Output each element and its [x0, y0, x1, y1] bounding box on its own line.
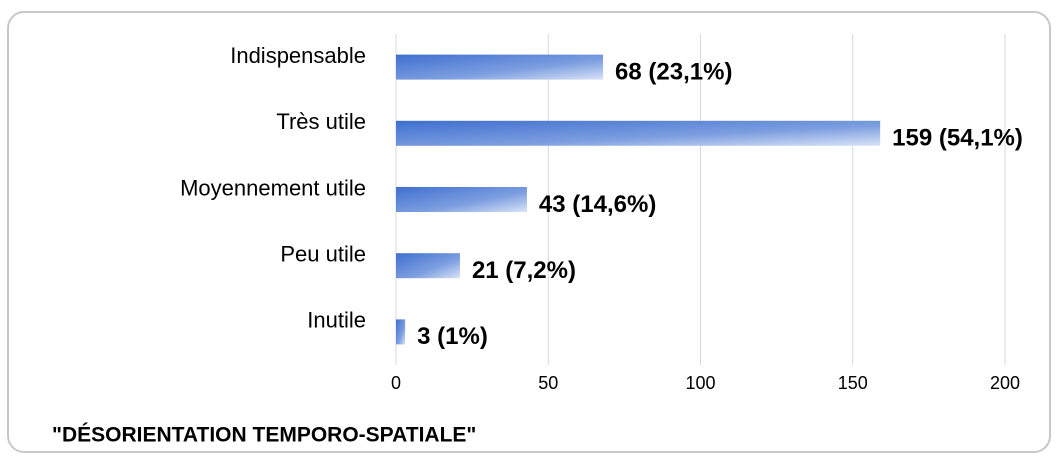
x-tick-label: 50 [538, 373, 558, 393]
x-tick-label: 0 [391, 373, 401, 393]
value-label: 68 (23,1%) [615, 58, 732, 85]
bar [396, 54, 604, 80]
bar [396, 253, 460, 279]
bar [396, 319, 406, 345]
y-tick-label: Moyennement utile [180, 175, 366, 200]
y-tick-label: Très utile [276, 109, 366, 134]
x-tick-label: 150 [838, 373, 868, 393]
y-tick-label: Inutile [307, 308, 366, 333]
y-tick-label: Indispensable [230, 43, 366, 68]
x-tick-label: 100 [685, 373, 715, 393]
y-tick-label: Peu utile [280, 242, 366, 267]
bar [396, 187, 527, 212]
value-label: 21 (7,2%) [472, 257, 576, 284]
x-tick-label: 200 [990, 373, 1020, 393]
chart-title: "DÉSORIENTATION TEMPORO-SPATIALE" [52, 424, 476, 447]
value-label: 3 (1%) [417, 323, 488, 350]
bar [396, 120, 881, 146]
value-label: 159 (54,1%) [892, 125, 1023, 152]
value-label: 43 (14,6%) [539, 191, 656, 218]
